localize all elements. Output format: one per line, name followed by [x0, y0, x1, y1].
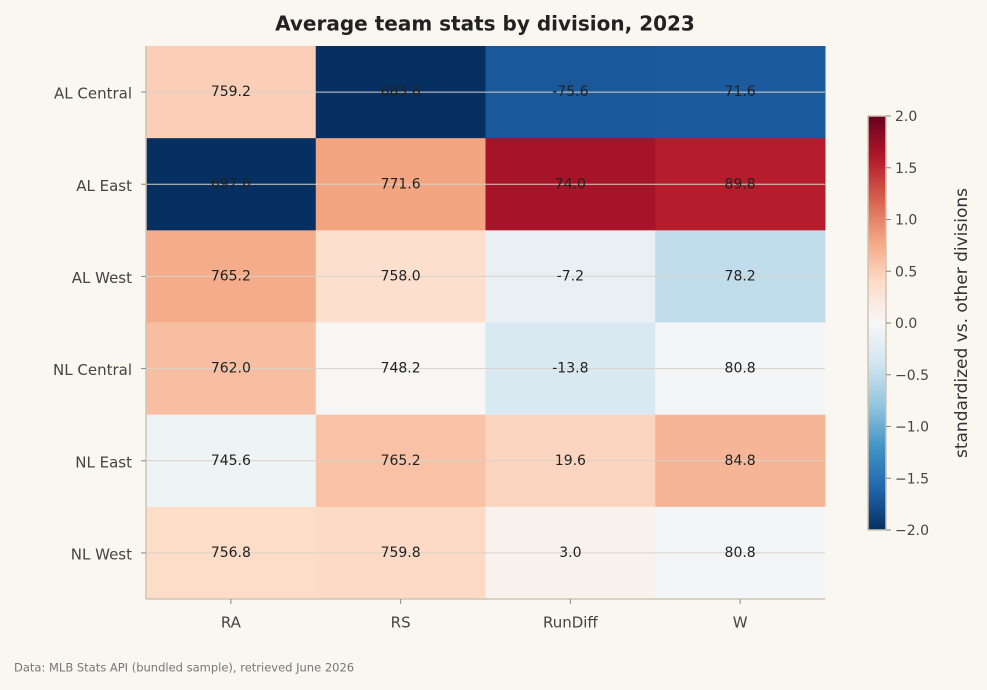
value-label: 697.6	[211, 176, 251, 192]
value-label: 80.8	[725, 361, 756, 377]
x-tick-label: RS	[391, 614, 411, 632]
y-tick-label: AL East	[76, 177, 132, 195]
value-label: 84.8	[725, 453, 756, 469]
y-tick-label: NL Central	[53, 361, 132, 379]
colorbar-tick-label: −1.5	[895, 471, 929, 487]
value-label: 765.2	[211, 268, 251, 284]
x-tick-label: RunDiff	[543, 614, 598, 632]
value-label: 759.8	[381, 545, 421, 561]
value-label: 3.0	[559, 545, 581, 561]
y-tick-label: AL West	[72, 269, 132, 287]
colorbar-tick-label: −0.5	[895, 368, 929, 384]
chart-title: Average team stats by division, 2023	[275, 12, 695, 36]
value-label: 765.2	[381, 453, 421, 469]
colorbar-tick-label: 2.0	[895, 109, 917, 125]
value-label: 19.6	[555, 453, 586, 469]
value-label: -13.8	[552, 361, 588, 377]
colorbar-tick-label: 1.5	[895, 161, 917, 177]
x-tick-label: RA	[221, 614, 242, 632]
colorbar-tick-label: −2.0	[895, 523, 929, 539]
value-label: 756.8	[211, 545, 251, 561]
value-label: 80.8	[725, 545, 756, 561]
colorbar-tick-label: 0.0	[895, 316, 917, 332]
note: Data: MLB Stats API (bundled sample), re…	[14, 661, 354, 675]
value-label: 771.6	[381, 176, 421, 192]
colorbar-tick-label: −1.0	[895, 420, 929, 436]
x-tick-label: W	[733, 614, 748, 632]
y-tick-label: NL East	[75, 453, 132, 471]
value-label: -7.2	[557, 268, 584, 284]
y-tick-label: AL Central	[54, 85, 132, 103]
value-label: 759.2	[211, 84, 251, 100]
colorbar-tick-label: 0.5	[895, 264, 917, 280]
value-label: 71.6	[725, 84, 756, 100]
value-label: 78.2	[725, 268, 756, 284]
value-label: 745.6	[211, 453, 251, 469]
colorbar-label: standardized vs. other divisions	[952, 188, 972, 458]
value-label: -75.6	[552, 84, 588, 100]
value-label: 89.8	[725, 176, 756, 192]
value-label: 748.2	[381, 361, 421, 377]
value-label: 762.0	[211, 361, 251, 377]
value-label: 683.6	[381, 84, 421, 100]
colorbar-tick-label: 1.0	[895, 213, 917, 229]
y-tick-label: NL West	[71, 545, 132, 563]
value-label: 758.0	[381, 268, 421, 284]
value-label: 74.0	[555, 176, 586, 192]
colorbar	[867, 115, 887, 531]
